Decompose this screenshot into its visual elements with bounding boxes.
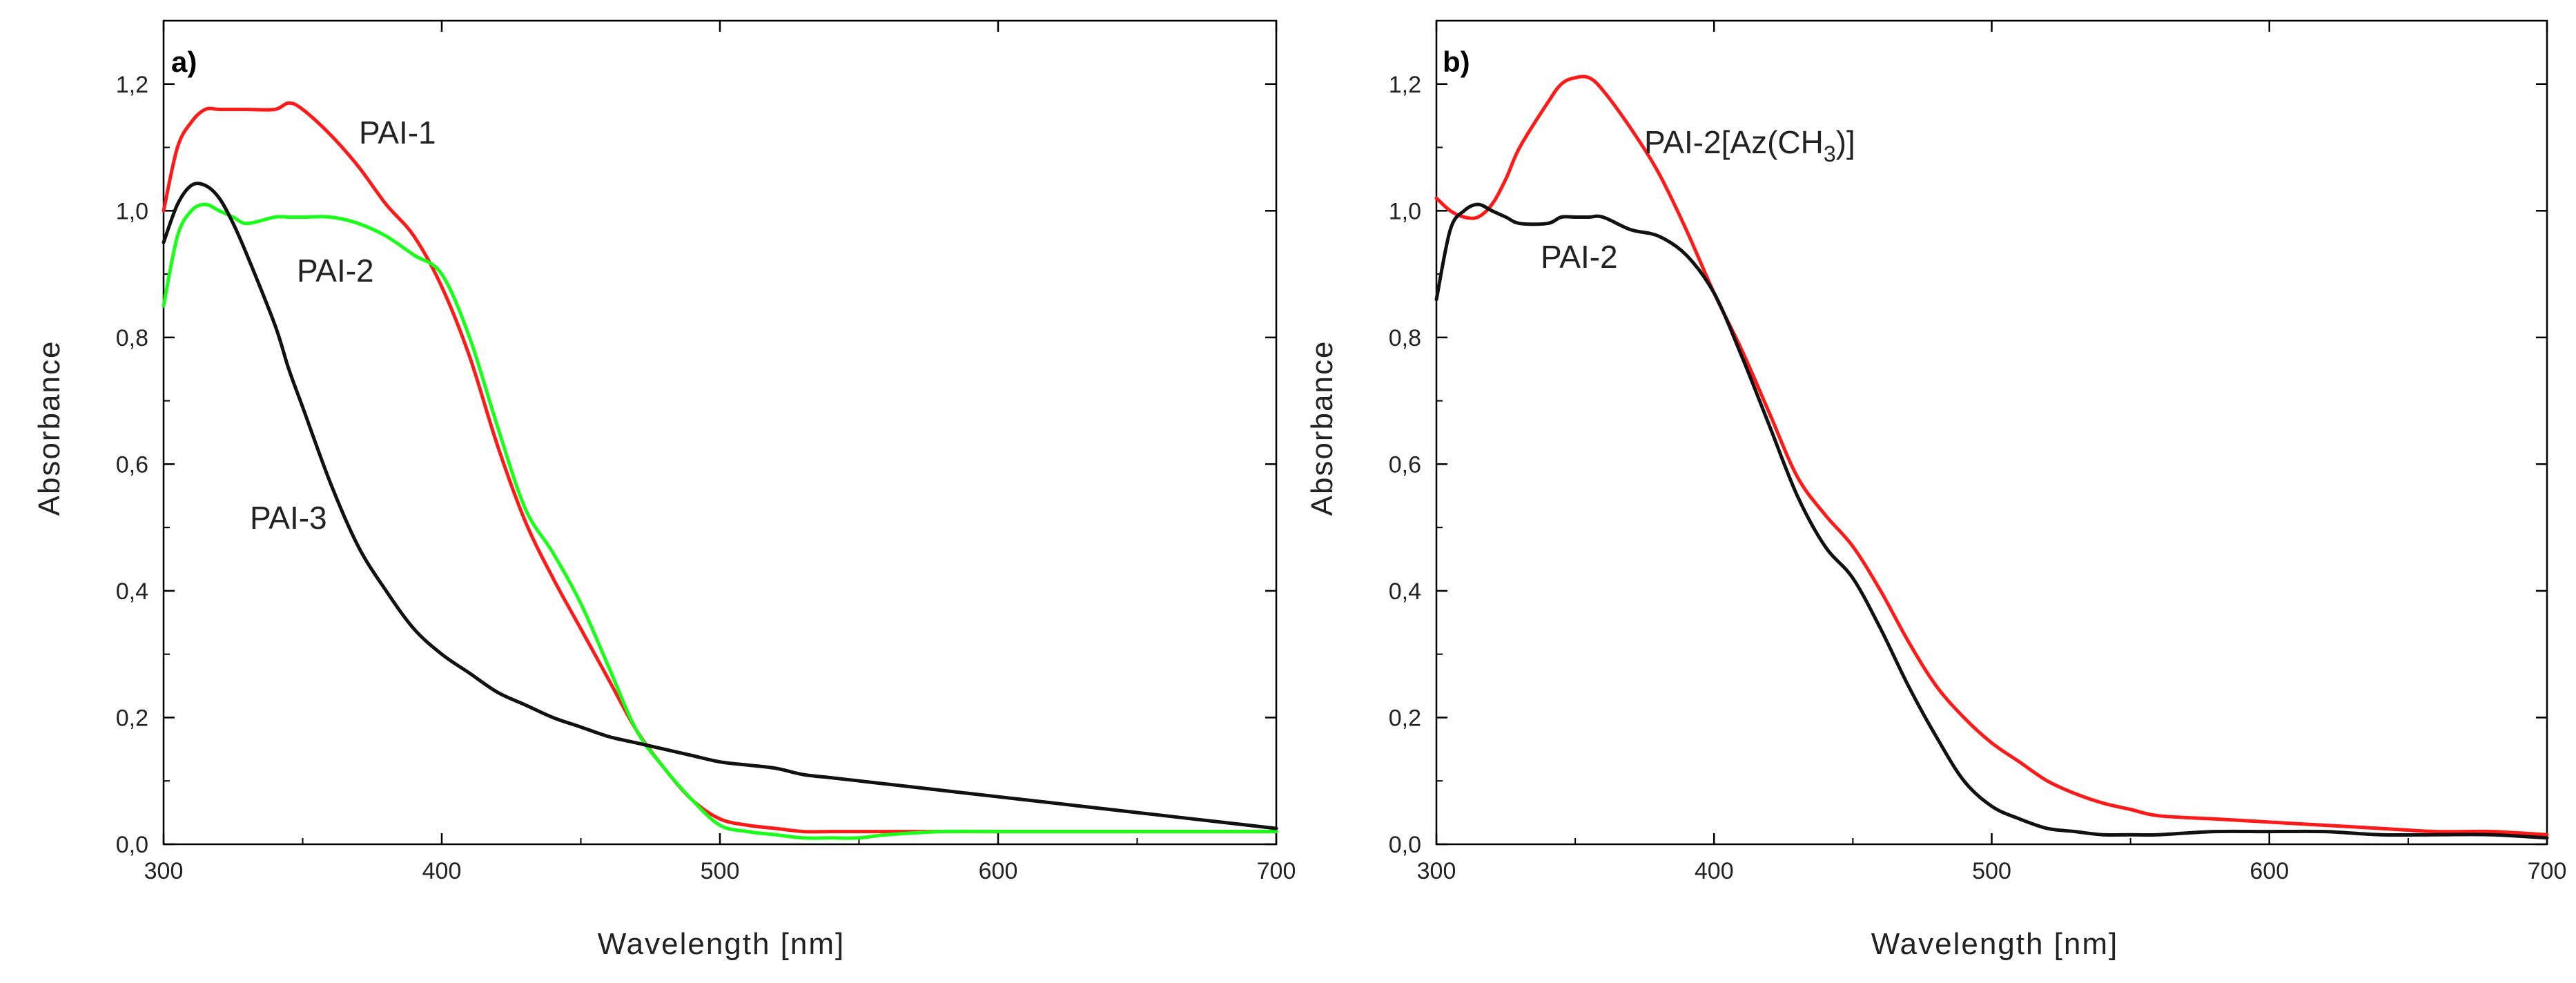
y-tick-label-b: 0,2 <box>1389 705 1421 731</box>
y-tick-label-a: 1,2 <box>116 72 148 98</box>
series-layer-b <box>1434 75 2549 840</box>
series-line-pai-2-a <box>162 202 1278 840</box>
x-tick-label-b: 600 <box>2250 858 2289 884</box>
y-axis-title-b: Absorbance <box>1305 340 1339 516</box>
series-layer-a <box>162 101 1278 840</box>
series-line-pai-2-b <box>1434 202 2549 840</box>
x-axis-title-a: Wavelength [nm] <box>598 927 846 961</box>
y-tick-label-b: 1,2 <box>1389 72 1421 98</box>
y-tick-label-a: 0,2 <box>116 705 148 731</box>
y-tick-label-b: 0,0 <box>1389 832 1421 858</box>
y-tick-label-a: 0,6 <box>116 451 148 478</box>
series-line-pai-3-a <box>162 182 1278 830</box>
y-axis-title-a: Absorbance <box>32 340 66 516</box>
axes-frame-a: 300 400 500 600 700 0,0 0,2 0,4 0,6 0,8 1,0 1,2 <box>116 19 1296 884</box>
series-label-pai-2-az-main: PAI-2[Az(CH <box>1644 124 1824 160</box>
x-tick-label-a: 300 <box>144 858 184 884</box>
y-tick-label-b: 1,0 <box>1389 198 1421 224</box>
y-tick-label-a: 1,0 <box>116 198 148 224</box>
series-label-pai-3: PAI-3 <box>250 500 327 536</box>
x-tick-label-a: 500 <box>701 858 740 884</box>
y-tick-label-b: 0,8 <box>1389 325 1421 351</box>
y-tick-label-a: 0,4 <box>116 578 148 605</box>
y-tick-label-a: 0,8 <box>116 325 148 351</box>
series-label-pai-2-b: PAI-2 <box>1541 239 1618 275</box>
y-tick-label-a: 0,0 <box>116 832 148 858</box>
series-label-pai-2-az-sub: 3 <box>1824 142 1836 166</box>
panel-label-b: b) <box>1443 46 1470 78</box>
y-tick-label-b: 0,6 <box>1389 451 1421 478</box>
axes-frame-b: 300 400 500 600 700 0,0 0,2 0,4 0,6 0,8 1,0 1,2 <box>1389 19 2567 884</box>
panel-label-a: a) <box>171 46 197 78</box>
x-tick-label-a: 600 <box>979 858 1018 884</box>
x-tick-label-a: 400 <box>422 858 462 884</box>
x-tick-label-a: 700 <box>1257 858 1296 884</box>
x-axis-title-b: Wavelength [nm] <box>1871 927 2119 961</box>
y-tick-label-b: 0,4 <box>1389 578 1421 605</box>
series-line-pai-2-az-ch3-b <box>1434 75 2549 837</box>
series-label-pai-2-az: PAI-2[Az(CH3)] <box>1644 124 1855 166</box>
x-tick-label-b: 400 <box>1695 858 1734 884</box>
x-tick-label-b: 500 <box>1972 858 2011 884</box>
x-tick-label-b: 300 <box>1417 858 1456 884</box>
series-label-pai-2-a: PAI-2 <box>297 253 374 289</box>
x-tick-label-b: 700 <box>2528 858 2567 884</box>
series-label-pai-2-az-end: )] <box>1836 124 1855 160</box>
series-label-pai-1: PAI-1 <box>359 115 436 150</box>
